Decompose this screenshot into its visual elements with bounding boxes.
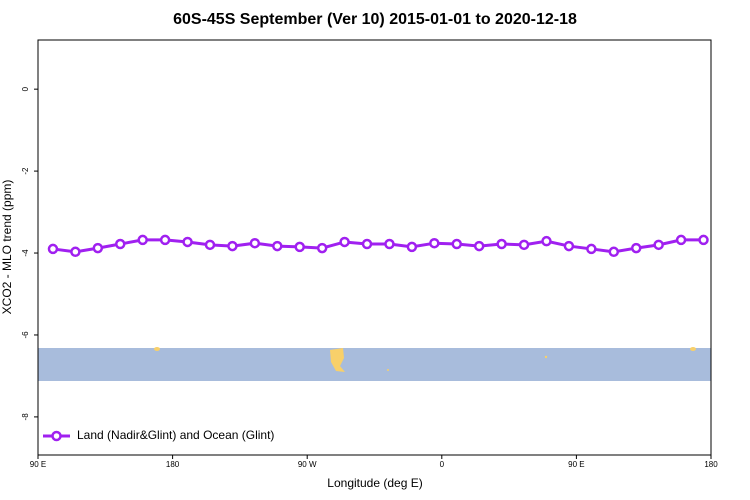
data-point [316, 242, 328, 254]
data-point [698, 234, 709, 246]
land-shape [690, 347, 696, 351]
x-tick-label: 90 W [298, 460, 317, 469]
data-point [675, 234, 687, 246]
data-point [115, 238, 126, 250]
legend-entry: Land (Nadir&Glint) and Ocean (Glint) [43, 428, 274, 442]
data-point [473, 240, 485, 252]
plot-frame [37, 39, 712, 456]
data-point [541, 235, 552, 247]
data-point [339, 236, 350, 248]
data-point [384, 238, 395, 250]
data-point [249, 237, 261, 249]
series-line [52, 238, 704, 254]
data-point [630, 242, 642, 254]
data-point [70, 246, 81, 258]
data-point [586, 243, 597, 255]
chart-title: 60S-45S September (Ver 10) 2015-01-01 to… [173, 11, 577, 28]
data-point [518, 239, 530, 251]
data-point [204, 239, 216, 251]
legend-label: Land (Nadir&Glint) and Ocean (Glint) [77, 428, 274, 442]
y-tick-label: -8 [21, 413, 30, 421]
y-axis-label: XCO2 - MLO trend (ppm) [0, 180, 14, 315]
data-point [47, 243, 59, 255]
y-tick-label: -4 [21, 249, 30, 257]
y-tick-label: -6 [21, 331, 30, 339]
data-point [429, 237, 440, 249]
data-point [227, 240, 238, 252]
data-point [92, 242, 104, 254]
land-shape [387, 369, 389, 371]
data-point [272, 240, 283, 252]
data-point [137, 234, 148, 246]
data-point [182, 236, 193, 248]
data-point [563, 240, 575, 252]
data-point [653, 239, 664, 251]
data-point [294, 241, 305, 253]
land-shape [330, 348, 345, 372]
land-shape [154, 347, 160, 351]
x-tick-label: 90 E [30, 460, 46, 469]
x-tick-label: 0 [440, 460, 445, 469]
map-band [38, 347, 711, 381]
data-point [496, 238, 507, 250]
data-point [406, 241, 418, 253]
data-point [159, 234, 171, 246]
ocean-band [38, 348, 711, 381]
x-axis-label: Longitude (deg E) [327, 476, 422, 490]
x-tick-label: 180 [166, 460, 180, 469]
data-point [361, 238, 373, 250]
data-point [451, 238, 463, 250]
x-tick-label: 90 E [568, 460, 584, 469]
land-shape [544, 355, 548, 359]
legend-marker [51, 430, 62, 442]
y-tick-label: -2 [21, 167, 30, 175]
y-tick-label: 0 [21, 86, 30, 91]
data-point [608, 246, 620, 258]
x-tick-label: 180 [704, 460, 718, 469]
